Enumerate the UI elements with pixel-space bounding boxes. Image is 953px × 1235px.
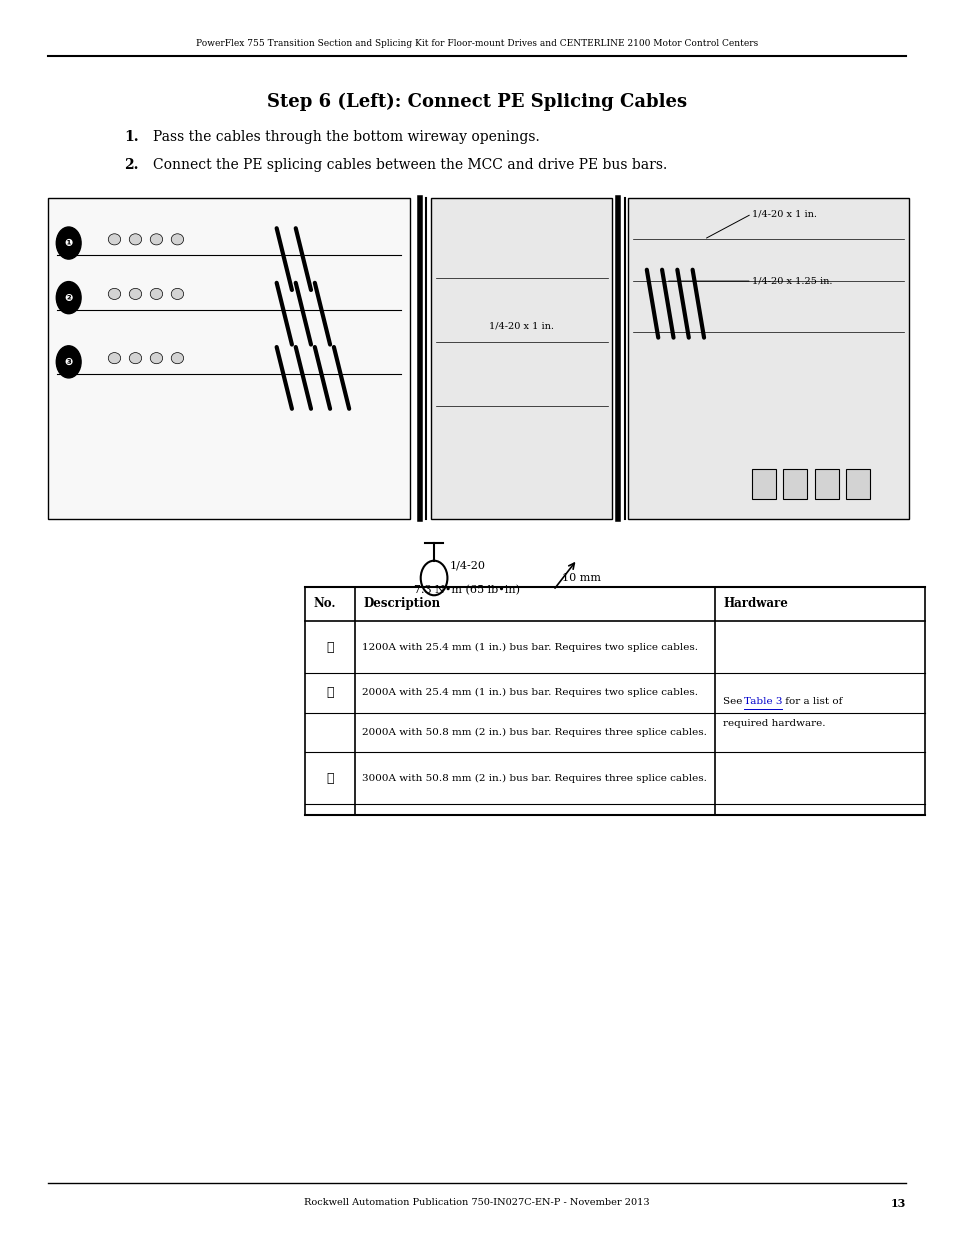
- Text: Description: Description: [363, 598, 440, 610]
- Text: Pass the cables through the bottom wireway openings.: Pass the cables through the bottom wirew…: [152, 130, 538, 143]
- Text: for a list of: for a list of: [781, 697, 841, 706]
- Bar: [782, 468, 806, 499]
- Text: 1/4-20 x 1.25 in.: 1/4-20 x 1.25 in.: [751, 277, 831, 285]
- Ellipse shape: [171, 353, 183, 364]
- Text: No.: No.: [314, 598, 336, 610]
- Text: 1200A with 25.4 mm (1 in.) bus bar. Requires two splice cables.: 1200A with 25.4 mm (1 in.) bus bar. Requ…: [361, 642, 697, 652]
- Text: ❸: ❸: [65, 357, 72, 367]
- Text: 1/4-20 x 1 in.: 1/4-20 x 1 in.: [751, 210, 816, 219]
- Ellipse shape: [130, 353, 141, 364]
- Bar: [48, 191, 915, 525]
- Text: 2000A with 25.4 mm (1 in.) bus bar. Requires two splice cables.: 2000A with 25.4 mm (1 in.) bus bar. Requ…: [361, 688, 697, 698]
- Bar: [845, 468, 869, 499]
- Text: PowerFlex 755 Transition Section and Splicing Kit for Floor-mount Drives and CEN: PowerFlex 755 Transition Section and Spl…: [195, 40, 758, 48]
- Text: Table 3: Table 3: [743, 697, 781, 706]
- Text: Step 6 (Left): Connect PE Splicing Cables: Step 6 (Left): Connect PE Splicing Cable…: [267, 93, 686, 111]
- Text: 13: 13: [890, 1198, 905, 1209]
- Ellipse shape: [151, 289, 162, 300]
- Text: ❷: ❷: [65, 293, 72, 303]
- Text: required hardware.: required hardware.: [722, 719, 824, 729]
- Text: 3000A with 50.8 mm (2 in.) bus bar. Requires three splice cables.: 3000A with 50.8 mm (2 in.) bus bar. Requ…: [361, 773, 706, 783]
- Ellipse shape: [171, 289, 183, 300]
- Text: ❷: ❷: [326, 687, 334, 699]
- Text: 2.: 2.: [124, 158, 138, 172]
- Ellipse shape: [109, 289, 120, 300]
- Ellipse shape: [130, 233, 141, 245]
- Text: ❶: ❶: [326, 641, 334, 653]
- Bar: [751, 468, 775, 499]
- Text: 1/4-20: 1/4-20: [449, 561, 485, 571]
- Ellipse shape: [109, 233, 120, 245]
- Text: 2000A with 50.8 mm (2 in.) bus bar. Requires three splice cables.: 2000A with 50.8 mm (2 in.) bus bar. Requ…: [361, 727, 706, 737]
- Ellipse shape: [109, 353, 120, 364]
- Bar: [814, 468, 838, 499]
- Ellipse shape: [151, 353, 162, 364]
- Text: 1.: 1.: [124, 130, 138, 143]
- Text: 10 mm: 10 mm: [562, 573, 600, 583]
- Ellipse shape: [171, 233, 183, 245]
- Text: Hardware: Hardware: [722, 598, 787, 610]
- Bar: [48, 198, 410, 519]
- Text: ❶: ❶: [65, 238, 72, 248]
- Text: Connect the PE splicing cables between the MCC and drive PE bus bars.: Connect the PE splicing cables between t…: [152, 158, 666, 172]
- Bar: [627, 198, 908, 519]
- Ellipse shape: [130, 289, 141, 300]
- Circle shape: [56, 227, 81, 259]
- Text: Rockwell Automation Publication 750-IN027C-EN-P - November 2013: Rockwell Automation Publication 750-IN02…: [304, 1198, 649, 1207]
- Text: ❸: ❸: [326, 772, 334, 784]
- Ellipse shape: [151, 233, 162, 245]
- Text: 1/4-20 x 1 in.: 1/4-20 x 1 in.: [489, 321, 554, 331]
- Bar: [431, 198, 612, 519]
- Circle shape: [56, 346, 81, 378]
- Text: See: See: [722, 697, 745, 706]
- Circle shape: [56, 282, 81, 314]
- Text: 7.3 N•m (65 lb•in): 7.3 N•m (65 lb•in): [414, 585, 520, 595]
